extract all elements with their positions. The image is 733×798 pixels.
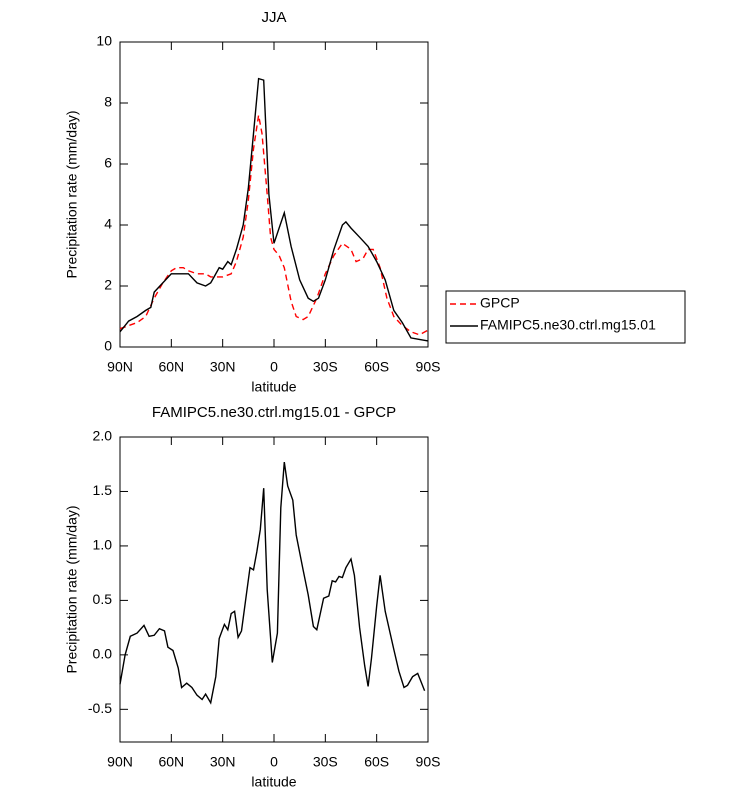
series-line (119, 115, 429, 336)
x-tick-label: 30N (210, 359, 236, 375)
x-tick-label: 90N (107, 754, 133, 770)
x-tick-label: 90N (107, 359, 133, 375)
x-tick-label: 30S (313, 754, 338, 770)
y-tick-label: 1.5 (93, 482, 113, 498)
chart-title: FAMIPC5.ne30.ctrl.mg15.01 - GPCP (152, 404, 396, 421)
y-tick-label: 4 (104, 216, 112, 232)
x-tick-label: 0 (270, 754, 278, 770)
x-axis-label: latitude (251, 774, 296, 790)
y-axis-label: Precipitation rate (mm/day) (64, 505, 80, 673)
x-tick-label: 0 (270, 359, 278, 375)
x-tick-label: 90S (416, 754, 441, 770)
y-tick-label: -0.5 (88, 700, 112, 716)
legend-label: GPCP (480, 295, 520, 311)
series-line (119, 77, 429, 342)
x-tick-label: 30N (210, 754, 236, 770)
x-axis-label: latitude (251, 379, 296, 395)
x-tick-label: 60N (158, 359, 184, 375)
x-tick-label: 30S (313, 359, 338, 375)
legend-box (445, 290, 686, 344)
y-tick-label: 2.0 (93, 428, 113, 444)
y-tick-label: 8 (104, 94, 112, 110)
x-tick-label: 60S (364, 754, 389, 770)
x-tick-label: 90S (416, 359, 441, 375)
y-axis-label: Precipitation rate (mm/day) (64, 110, 80, 278)
y-tick-label: 6 (104, 155, 112, 171)
y-tick-label: 0.5 (93, 591, 113, 607)
chart-title: JJA (261, 9, 286, 26)
plot-frame (119, 41, 429, 348)
y-tick-label: 1.0 (93, 537, 113, 553)
x-tick-label: 60N (158, 754, 184, 770)
y-tick-label: 0 (104, 338, 112, 354)
y-tick-label: 0.0 (93, 646, 113, 662)
y-tick-label: 2 (104, 277, 112, 293)
x-tick-label: 60S (364, 359, 389, 375)
y-tick-label: 10 (96, 33, 112, 49)
legend-label: FAMIPC5.ne30.ctrl.mg15.01 (480, 317, 656, 333)
series-line (119, 462, 426, 705)
